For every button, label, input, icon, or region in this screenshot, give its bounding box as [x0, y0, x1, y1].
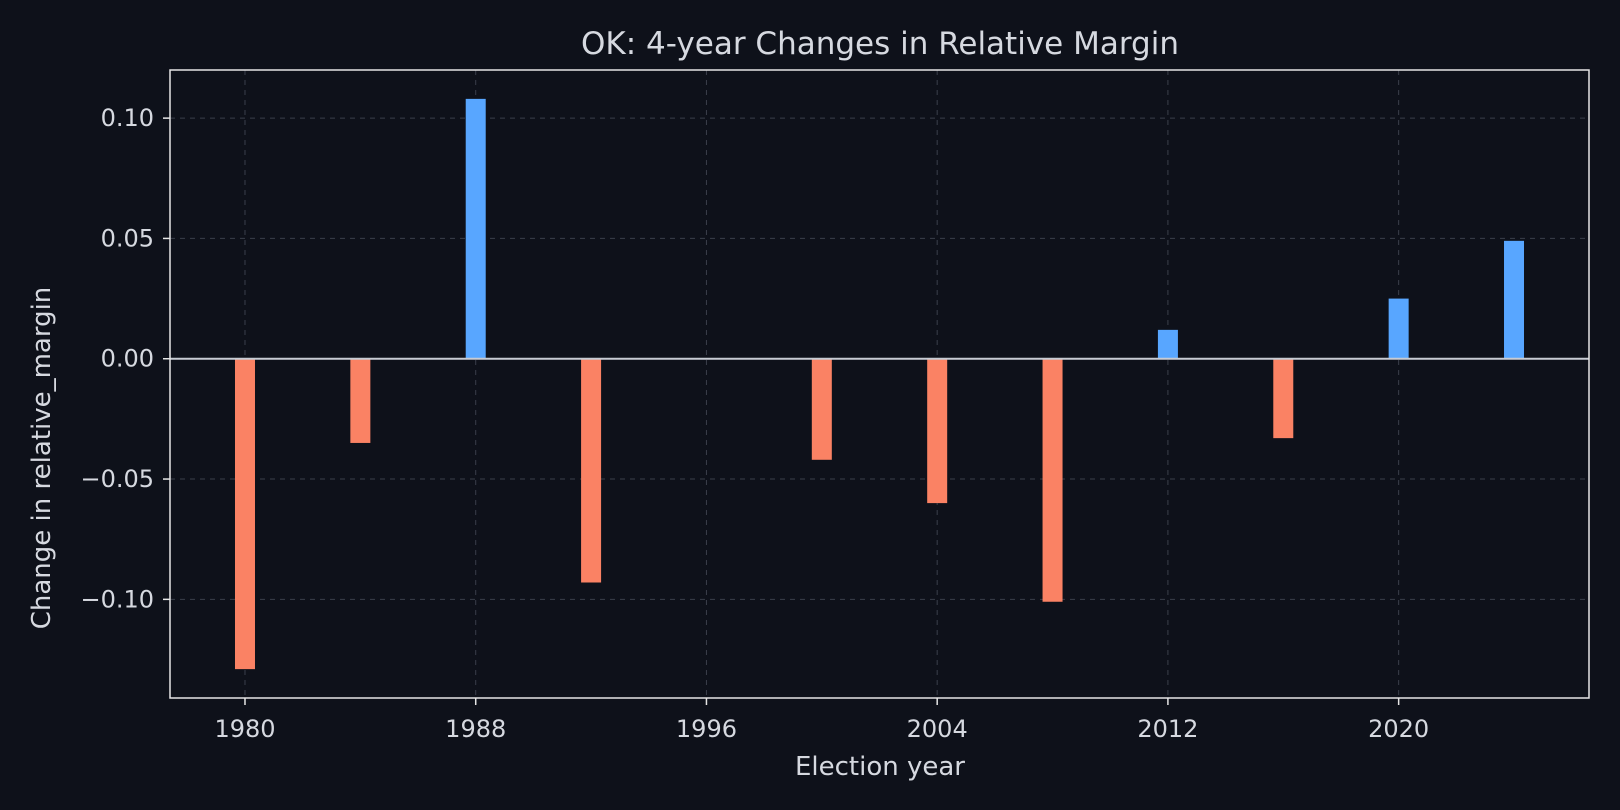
y-tick-label: −0.10	[80, 585, 154, 613]
x-tick-label: 2020	[1368, 715, 1429, 743]
bar-2008	[1042, 358, 1063, 602]
bar-2004	[927, 358, 948, 504]
ticks-layer: 1980 1988 1996 2004 2012 2020 0.10 0.05 0.00 −0.0…	[80, 104, 1429, 743]
x-tick-label: 1996	[676, 715, 737, 743]
bar-1992	[581, 358, 602, 583]
x-axis-title: Election year	[795, 752, 965, 782]
bar-2024	[1504, 240, 1525, 359]
chart-title: OK: 4-year Changes in Relative Margin	[581, 26, 1179, 62]
bar-2000	[811, 358, 832, 460]
y-tick-label: 0.00	[101, 345, 154, 373]
bar-2020	[1388, 298, 1409, 359]
x-tick-label: 1980	[214, 715, 275, 743]
x-tick-label: 2012	[1137, 715, 1198, 743]
bar-2012	[1157, 329, 1178, 359]
y-axis-title: Change in relative_margin	[27, 287, 57, 630]
x-tick-label: 1988	[445, 715, 506, 743]
y-tick-label: 0.10	[101, 104, 154, 132]
bar-2016	[1273, 358, 1294, 439]
bar-1984	[350, 358, 371, 443]
x-tick-label: 2004	[907, 715, 968, 743]
plot-area-frame	[169, 69, 1590, 699]
bars-layer	[234, 98, 1525, 670]
y-tick-label: −0.05	[80, 465, 154, 493]
bar-1980	[234, 358, 255, 670]
y-tick-label: 0.05	[101, 224, 154, 252]
bar-1988	[465, 98, 486, 359]
